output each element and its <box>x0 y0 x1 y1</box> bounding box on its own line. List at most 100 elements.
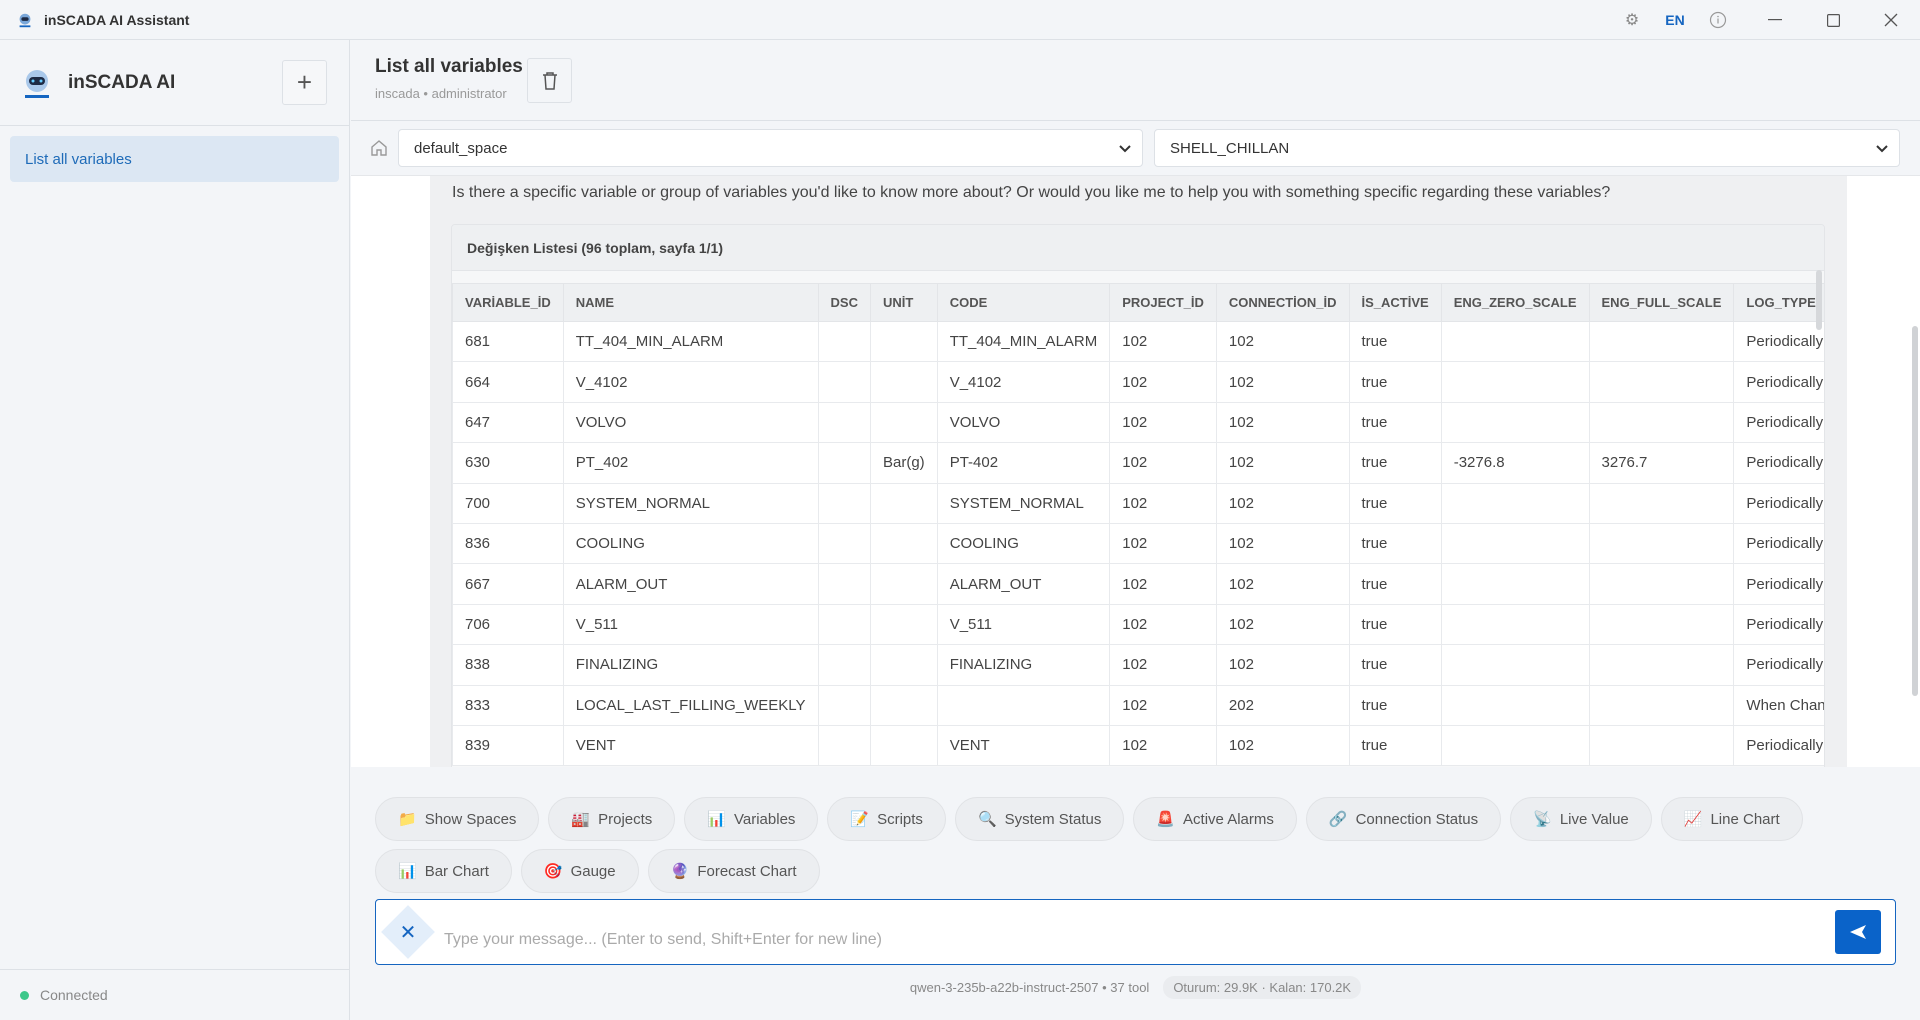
table-cell: true <box>1348 401 1442 444</box>
table-row: 833 LOCAL_LAST_FILLING_WEEKLY 102 202 true Wh… <box>452 684 1824 726</box>
project-select[interactable]: SHELL_CHILLAN <box>1154 129 1900 167</box>
quick-action-active-alarms[interactable]: 🚨 Active Alarms <box>1133 797 1297 841</box>
delete-chat-button[interactable] <box>527 58 572 103</box>
table-cell <box>1588 482 1735 524</box>
message-input[interactable]: Type your message... (Enter to send, Shi… <box>444 931 882 948</box>
quick-action-label: Scripts <box>877 810 923 828</box>
table-cell: 833 <box>452 684 564 726</box>
info-icon[interactable] <box>1690 11 1746 29</box>
table-cell <box>817 563 872 605</box>
column-header: PROJECT_İD <box>1109 283 1217 322</box>
table-cell <box>870 603 938 646</box>
quick-action-scripts[interactable]: 📝 Scripts <box>827 797 946 841</box>
table-cell <box>817 482 872 524</box>
table-cell: true <box>1348 563 1442 605</box>
table-cell: Periodically <box>1733 361 1824 403</box>
quick-action-live-value[interactable]: 📡 Live Value <box>1510 797 1652 841</box>
table-cell: 664 <box>452 361 564 403</box>
quick-action-icon: 📝 <box>850 811 870 828</box>
column-header: LOG_TYPE <box>1733 283 1824 322</box>
table-cell: Periodically <box>1733 603 1824 646</box>
table-cell <box>1588 361 1735 403</box>
table-cell: true <box>1348 482 1442 524</box>
table-cell <box>817 644 872 686</box>
table-cell: VENT <box>936 724 1111 767</box>
table-row: 630 PT_402 Bar(g) PT-402 102 102 true -3276.8 32… <box>452 442 1824 484</box>
table-row: 700 SYSTEM_NORMAL SYSTEM_NORMAL 102 102 true P… <box>452 482 1824 524</box>
table-cell <box>1440 644 1590 686</box>
window-title: inSCADA AI Assistant <box>44 11 190 28</box>
language-toggle[interactable]: EN <box>1665 12 1685 28</box>
quick-action-connection-status[interactable]: 🔗 Connection Status <box>1305 797 1502 841</box>
table-cell: FINALIZING <box>562 644 819 686</box>
chat-messages[interactable]: Is there a specific variable or group of… <box>351 175 1920 767</box>
quick-action-icon: 📈 <box>1683 811 1703 828</box>
table-cell: COOLING <box>562 522 819 565</box>
quick-action-projects[interactable]: 🏭 Projects <box>548 797 676 841</box>
page-title: List all variables <box>375 56 523 77</box>
table-cell: 102 <box>1109 603 1217 646</box>
table-cell: 102 <box>1215 442 1350 484</box>
table-cell: VOLVO <box>562 401 819 444</box>
table-cell: true <box>1348 442 1442 484</box>
table-cell: 836 <box>452 522 564 565</box>
table-cell <box>870 401 938 444</box>
quick-action-label: Line Chart <box>1710 810 1780 828</box>
table-cell: -3276.8 <box>1440 442 1590 484</box>
quick-action-line-chart[interactable]: 📈 Line Chart <box>1660 797 1803 841</box>
quick-action-icon: 🔍 <box>977 811 997 828</box>
close-window-icon[interactable] <box>1862 13 1920 27</box>
quick-action-forecast-chart[interactable]: 🔮 Forecast Chart <box>647 849 820 893</box>
sidebar-item-list-all-variables[interactable]: List all variables <box>10 136 339 182</box>
table-cell: true <box>1348 724 1442 767</box>
column-header: ENG_FULL_SCALE <box>1588 283 1735 322</box>
table-cell: 102 <box>1109 361 1217 403</box>
table-cell: PT_402 <box>562 442 819 484</box>
minimize-icon[interactable] <box>1746 19 1804 21</box>
quick-action-gauge[interactable]: 🎯 Gauge <box>520 849 639 893</box>
space-select[interactable]: default_space <box>398 129 1143 167</box>
table-cell: 102 <box>1109 724 1217 767</box>
quick-action-variables[interactable]: 📊 Variables <box>684 797 819 841</box>
table-cell: V_4102 <box>936 361 1111 403</box>
table-cell <box>817 603 872 646</box>
table-cell <box>817 442 872 484</box>
quick-action-label: Bar Chart <box>424 862 489 880</box>
new-chat-button[interactable]: + <box>282 60 327 105</box>
sidebar-item-label: List all variables <box>25 150 132 168</box>
table-cell: 630 <box>452 442 564 484</box>
table-cell <box>817 724 872 767</box>
table-cell <box>870 361 938 403</box>
table-cell <box>817 361 872 403</box>
settings-gear-icon[interactable]: ⚙ <box>1624 12 1640 29</box>
maximize-icon[interactable] <box>1804 13 1862 27</box>
quick-action-bar-chart[interactable]: 📊 Bar Chart <box>375 849 512 893</box>
table-scrollbar[interactable] <box>1816 270 1822 330</box>
quick-action-icon: 📡 <box>1533 811 1552 828</box>
quick-action-label: System Status <box>1004 810 1102 828</box>
table-cell <box>817 684 872 726</box>
table-cell <box>1588 563 1735 605</box>
table-cell: 706 <box>452 603 564 646</box>
table-cell <box>1440 320 1590 363</box>
quick-action-system-status[interactable]: 🔍 System Status <box>954 797 1125 841</box>
quick-action-label: Gauge <box>570 862 616 880</box>
table-cell: TT_404_MIN_ALARM <box>562 320 819 363</box>
table-cell: 102 <box>1109 482 1217 524</box>
table-cell: 839 <box>452 724 564 767</box>
column-header: UNİT <box>870 283 938 322</box>
table-cell: true <box>1348 522 1442 565</box>
clear-button[interactable]: ✕ <box>381 905 435 959</box>
quick-action-label: Connection Status <box>1355 810 1479 828</box>
table-cell <box>817 401 872 444</box>
quick-action-icon: 📊 <box>398 863 417 880</box>
home-icon[interactable] <box>370 139 388 157</box>
quick-action-show-spaces[interactable]: 📁 Show Spaces <box>375 797 540 841</box>
table-cell <box>1588 401 1735 444</box>
table-cell: V_511 <box>562 603 819 646</box>
message-input-box[interactable]: ✕ Type your message... (Enter to send, S… <box>375 899 1896 965</box>
send-button[interactable] <box>1835 910 1881 954</box>
chat-scrollbar[interactable] <box>1912 326 1918 696</box>
table-cell: FINALIZING <box>936 644 1111 686</box>
quick-action-label: Projects <box>598 810 653 828</box>
